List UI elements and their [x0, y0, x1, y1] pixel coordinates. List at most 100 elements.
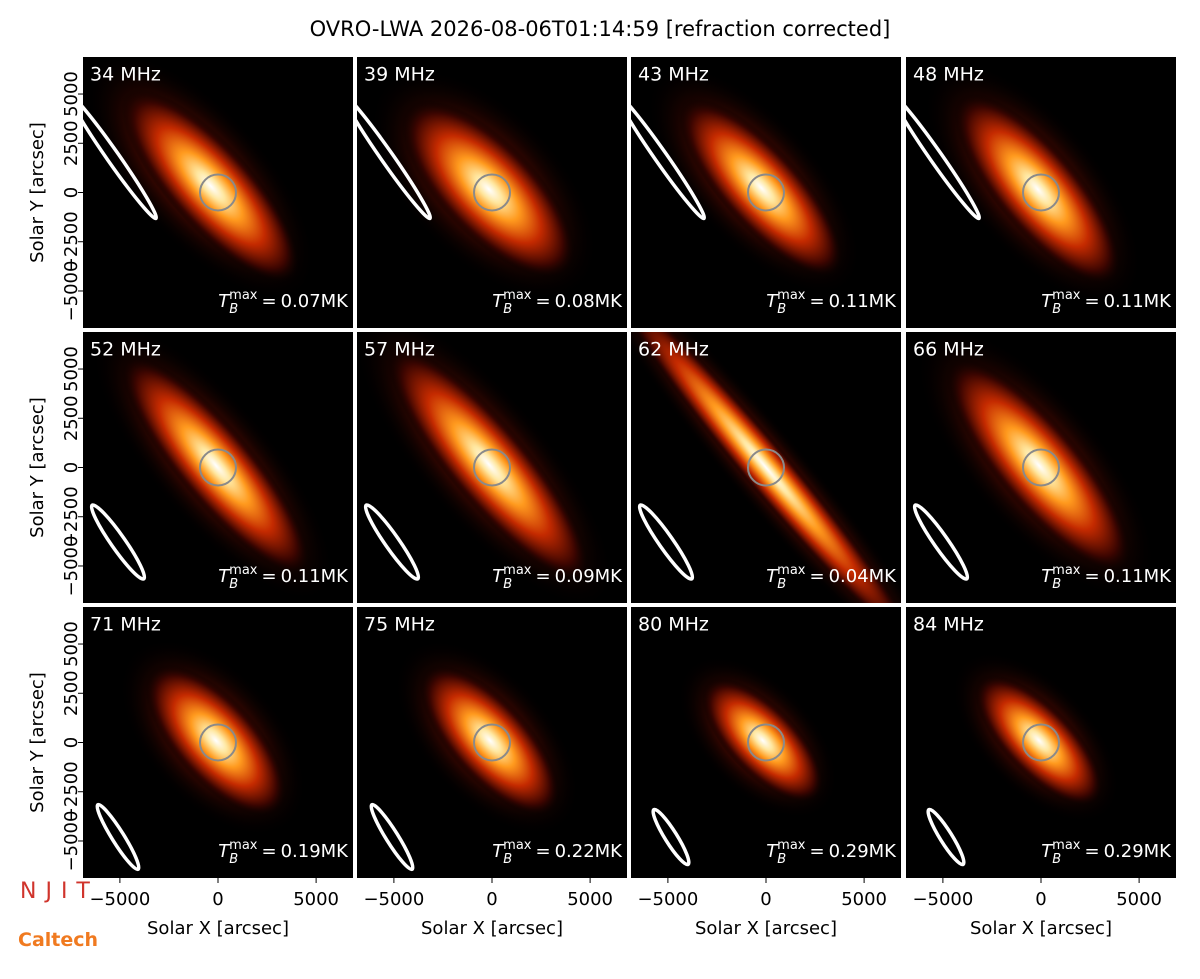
x-tick-label: 5000 [293, 889, 339, 910]
solar-disk [473, 723, 511, 762]
tmax-eq: = [1084, 291, 1099, 312]
beam [369, 802, 415, 872]
x-tick-label: 0 [1035, 889, 1046, 910]
x-axis-label: Solar X [arcsec] [147, 918, 289, 939]
emission-peak [954, 93, 1122, 286]
tmax-sub: B [229, 852, 238, 867]
tmax-symbol: T [766, 566, 779, 587]
panel-image [357, 57, 627, 328]
tmax-value: 0.04MK [829, 566, 898, 587]
tmax-value: 0.08MK [555, 291, 624, 312]
y-axis-label: Solar Y [arcsec] [27, 672, 48, 813]
tmax-symbol: T [218, 291, 231, 312]
x-axis-label: Solar X [arcsec] [421, 918, 563, 939]
panel: 52 MHz TBmax = 0.11MK −5000−2500 0 2500 5000 Sol… [27, 332, 353, 603]
beam [363, 503, 421, 581]
tmax-sup: max [777, 563, 806, 578]
y-tick-label: 0 [61, 737, 82, 748]
tmax-label: TBmax = 0.07MK [218, 288, 349, 317]
solar-disk [747, 173, 785, 212]
tmax-sup: max [1052, 563, 1081, 578]
x-axis-label: Solar X [arcsec] [695, 918, 837, 939]
tmax-value: 0.09MK [555, 566, 624, 587]
tmax-label: TBmax = 0.22MK [492, 838, 623, 867]
logo-caltech: Caltech [18, 929, 98, 951]
panel-image [906, 607, 1176, 878]
panel-image [906, 57, 1176, 328]
frequency-label: 57 MHz [364, 339, 435, 361]
panel-image [83, 607, 353, 878]
tmax-symbol: T [218, 841, 231, 862]
y-axis-label: Solar Y [arcsec] [27, 122, 48, 263]
solar-disk [1022, 448, 1060, 487]
emission-peak [419, 664, 561, 817]
tmax-label: TBmax = 0.11MK [1041, 563, 1172, 592]
tmax-sup: max [229, 288, 258, 303]
panel-image [906, 332, 1176, 603]
tmax-eq: = [535, 566, 550, 587]
panel-image [357, 607, 627, 878]
tmax-label: TBmax = 0.29MK [766, 838, 897, 867]
tmax-value: 0.29MK [1104, 841, 1173, 862]
frequency-label: 39 MHz [364, 64, 435, 86]
frequency-label: 43 MHz [638, 64, 709, 86]
y-tick-label: −5000 [61, 811, 82, 872]
tmax-label: TBmax = 0.11MK [1041, 288, 1172, 317]
tmax-sub: B [777, 577, 786, 592]
solar-disk [1022, 173, 1060, 212]
x-tick-label: −5000 [912, 889, 973, 910]
tmax-symbol: T [766, 841, 779, 862]
frequency-label: 66 MHz [913, 339, 984, 361]
x-tick-label: −5000 [89, 889, 150, 910]
solar-disk [199, 173, 237, 212]
x-tick-label: 5000 [1116, 889, 1162, 910]
tmax-eq: = [809, 841, 824, 862]
tmax-sup: max [1052, 288, 1081, 303]
emission-peak [631, 332, 901, 603]
tmax-value: 0.11MK [281, 566, 350, 587]
frequency-label: 84 MHz [913, 614, 984, 636]
tmax-sub: B [777, 852, 786, 867]
tmax-value: 0.07MK [281, 291, 350, 312]
tmax-value: 0.22MK [555, 841, 624, 862]
tmax-sup: max [1052, 838, 1081, 853]
x-axis-label: Solar X [arcsec] [970, 918, 1112, 939]
emission-peak [121, 355, 311, 576]
beam [95, 802, 141, 872]
tmax-label: TBmax = 0.11MK [766, 288, 897, 317]
emission-peak [401, 100, 576, 279]
y-tick-label: −2500 [61, 761, 82, 822]
tmax-value: 0.19MK [281, 841, 350, 862]
tmax-sub: B [1052, 302, 1061, 317]
emission-peak [678, 98, 844, 278]
x-tick-label: 5000 [567, 889, 613, 910]
solar-disk [199, 723, 237, 762]
y-tick-label: 5000 [61, 71, 82, 117]
tmax-value: 0.29MK [829, 841, 898, 862]
panel: 39 MHz TBmax = 0.08MK [357, 57, 627, 328]
tmax-label: TBmax = 0.11MK [218, 563, 349, 592]
beam [357, 93, 433, 221]
tmax-sub: B [229, 577, 238, 592]
frequency-label: 71 MHz [90, 614, 161, 636]
tmax-value: 0.11MK [1104, 566, 1173, 587]
panel-image [83, 57, 353, 328]
y-tick-label: 2500 [61, 670, 82, 716]
y-tick-label: −5000 [61, 536, 82, 597]
emission-peak [946, 358, 1132, 573]
tmax-sub: B [229, 302, 238, 317]
tmax-symbol: T [1041, 291, 1054, 312]
tmax-eq: = [809, 291, 824, 312]
tmax-sub: B [503, 577, 512, 592]
frequency-label: 80 MHz [638, 614, 709, 636]
solar-disk [473, 173, 511, 212]
tmax-symbol: T [492, 291, 505, 312]
panel: 66 MHz TBmax = 0.11MK [906, 332, 1176, 603]
solar-disk [1022, 723, 1060, 762]
x-tick-label: 5000 [841, 889, 887, 910]
tmax-label: TBmax = 0.04MK [766, 563, 897, 592]
solar-disk [747, 448, 785, 487]
y-tick-label: 2500 [61, 395, 82, 441]
y-tick-label: 0 [61, 187, 82, 198]
